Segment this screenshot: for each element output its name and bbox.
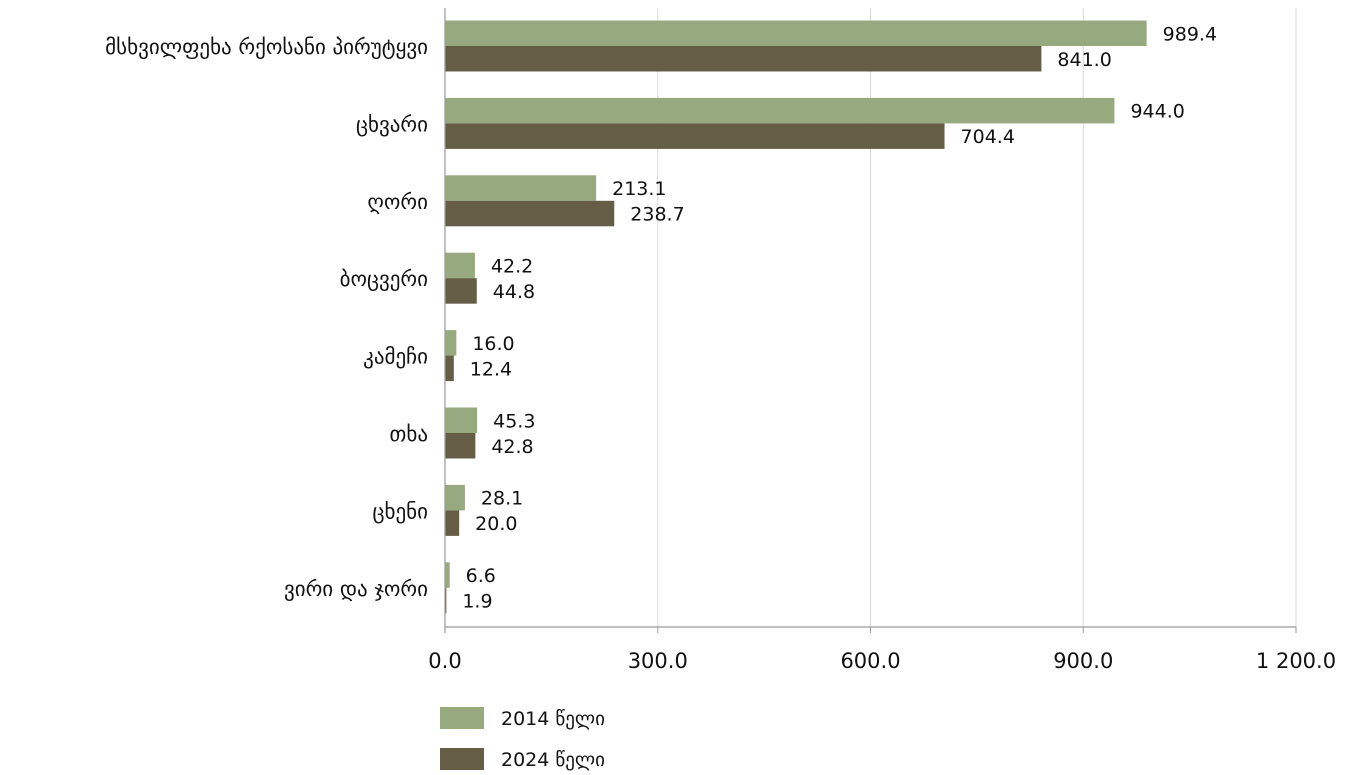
data-label: 6.6: [466, 565, 496, 587]
axis-layer: 0.0 300.0 600.0 900.0 1 200.0: [428, 8, 1336, 673]
bar-series2: [445, 200, 615, 227]
legend-label: 2024 წელი: [501, 749, 605, 771]
category-label: ცხვარი: [356, 112, 428, 136]
bar-series1: [445, 484, 465, 511]
data-label: 42.2: [491, 255, 533, 277]
data-label: 20.0: [475, 513, 517, 535]
bar-series2: [445, 123, 945, 149]
category-label: ღორი: [367, 190, 428, 214]
x-tick-label: 600.0: [840, 649, 900, 673]
bar-series1: [445, 97, 1115, 124]
bar-series2: [445, 587, 447, 614]
bar-series2: [445, 510, 460, 536]
legend-swatch: [440, 748, 484, 770]
bar-series1: [445, 252, 475, 279]
data-label: 944.0: [1130, 101, 1184, 123]
category-label: კამეჩი: [363, 345, 428, 369]
data-label: 44.8: [493, 281, 535, 303]
category-label: ცხენი: [373, 499, 428, 523]
category-label: მსხვილფეხა რქოსანი პირუტყვი: [105, 35, 428, 59]
bar-series2: [445, 278, 477, 304]
labels-layer: 989.4 841.0 მსხვილფეხა რქოსანი პირუტყვი 944…: [105, 23, 1217, 612]
bar-series1: [445, 562, 450, 588]
x-tick-label: 0.0: [428, 649, 461, 673]
category-label: ბოცვერი: [340, 267, 428, 291]
legend-swatch: [440, 707, 484, 729]
data-label: 704.4: [961, 126, 1015, 148]
bar-series1: [445, 330, 457, 356]
bar-series2: [445, 46, 1042, 72]
data-label: 12.4: [470, 358, 512, 380]
bars-layer: [445, 20, 1147, 614]
data-label: 28.1: [481, 488, 523, 510]
data-label: 238.7: [630, 204, 684, 226]
data-label: 213.1: [612, 178, 666, 200]
data-label: 45.3: [493, 410, 535, 432]
data-label: 841.0: [1057, 49, 1111, 71]
category-label: თხა: [390, 422, 428, 446]
bar-series1: [445, 407, 478, 433]
chart-legend: 2014 წელი 2024 წელი: [440, 707, 605, 771]
legend-label: 2014 წელი: [501, 708, 605, 730]
bar-series1: [445, 175, 597, 201]
bar-series2: [445, 355, 454, 382]
x-tick-label: 1 200.0: [1256, 649, 1336, 673]
x-tick-label: 900.0: [1053, 649, 1113, 673]
data-label: 42.8: [491, 436, 533, 458]
x-tick-label: 300.0: [628, 649, 688, 673]
bar-series2: [445, 433, 476, 459]
data-label: 16.0: [472, 333, 514, 355]
bar-series1: [445, 20, 1147, 46]
data-label: 1.9: [462, 591, 492, 613]
data-label: 989.4: [1163, 23, 1217, 45]
category-label: ვირი და ჯორი: [284, 577, 428, 601]
